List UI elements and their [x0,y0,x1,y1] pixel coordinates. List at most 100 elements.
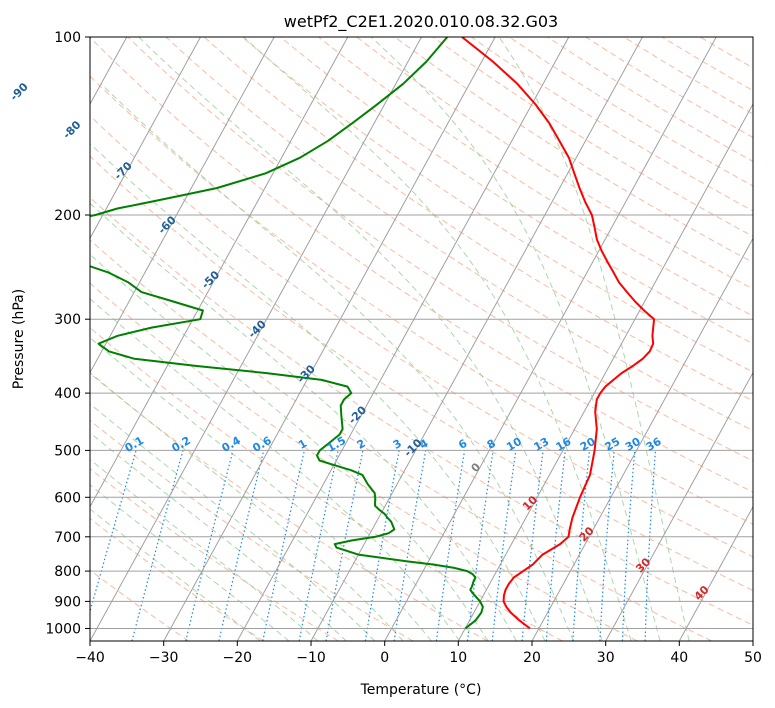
mixing-ratio-line [545,450,566,641]
mixing-ratio-line [393,450,427,641]
plot-frame [89,36,754,642]
dry-adiabat [356,37,753,290]
isotherm-gridline [531,237,753,641]
isotherm-label-lower: 30 [633,555,653,575]
temperature-profile [461,37,656,630]
isotherm-gridline [163,37,496,641]
mixing-ratio-label: 13 [532,435,552,454]
dry-adiabat [90,75,753,525]
dry-adiabat [90,37,753,493]
mixing-ratio-label: 2 [355,437,368,452]
dry-adiabat [661,37,753,92]
mixing-ratio-label: 0.1 [123,434,146,455]
moist-adiabat [138,37,603,641]
dry-adiabat [90,327,563,641]
isotherm-label: -90 [8,80,31,103]
mixing-ratio-line [185,450,234,641]
dry-adiabat [394,37,753,263]
mixing-ratio-line [466,450,494,641]
moist-adiabat [90,431,347,641]
y-tick-label: 700 [54,530,81,546]
background-lines [90,37,753,641]
dry-adiabat [318,37,753,317]
line-labels: 0.10.20.40.611.52346810131620253036-100-… [8,80,712,603]
isotherm-gridline [457,103,753,641]
x-tick-label: 10 [449,650,467,666]
isotherm-label-lower: 40 [692,583,712,603]
dry-adiabat [90,115,753,558]
y-tick-label: 900 [54,594,81,610]
dry-adiabat [623,37,753,115]
isotherm-gridline [310,37,643,641]
y-tick-label: 300 [54,312,81,328]
mixing-ratio-line [491,450,517,641]
x-tick-label: 50 [744,650,762,666]
mixing-ratio-line [521,450,544,641]
x-tick-label: −30 [149,650,179,666]
moist-adiabat [90,202,517,641]
isotherm-gridline [236,37,570,641]
moist-adiabat [90,298,461,641]
isotherm-gridline [752,639,753,641]
dry-adiabat [90,569,190,641]
mixing-ratio-line [90,450,137,614]
mixing-ratio-label: 16 [554,435,574,454]
y-tick-label: 400 [54,386,81,402]
dry-adiabat [90,282,638,641]
mixing-ratio-label: 0.4 [220,434,244,455]
x-tick-label: −20 [223,650,253,666]
isotherm-label: -80 [60,118,83,141]
x-tick-label: 0 [380,650,389,666]
isotherm-gridline [384,37,717,641]
dry-adiabat [241,37,753,373]
dry-adiabat [90,468,339,641]
dry-adiabat [90,372,488,641]
y-tick-label: 100 [54,30,81,46]
y-axis-label: Pressure (hPa) [11,289,27,389]
dry-adiabat [699,37,753,69]
moist-adiabat [90,458,319,641]
chart-title: wetPf2_C2E1.2020.010.08.32.G03 [284,12,558,32]
moist-adiabat [498,37,690,641]
x-axis: −40 −30 −20 −10 0 10 20 30 40 50 [75,641,762,666]
isotherm-gridline [90,37,349,508]
moist-adiabat [90,484,290,641]
y-tick-label: 600 [54,490,81,506]
mixing-ratio-line [131,450,184,641]
isotherm-gridline [605,371,753,641]
x-tick-label: 40 [670,650,688,666]
dry-adiabat [585,37,753,139]
dry-adiabat [90,155,753,592]
dry-adiabat [90,517,264,641]
mixing-ratio-label: 30 [623,435,643,454]
x-tick-label: 20 [523,650,541,666]
isotherm-gridline [90,37,201,240]
mixing-ratio-label: 25 [603,435,623,454]
dry-adiabat [203,37,753,402]
dewpoint-profile [90,37,484,630]
y-tick-label: 800 [54,564,81,580]
series-layer [90,37,656,630]
mixing-ratio-label: 10 [504,435,524,454]
dry-adiabat [90,239,712,641]
moist-adiabat [243,37,632,641]
dry-adiabat [280,37,753,345]
moist-adiabat [100,83,575,641]
isotherm-label-lower: 0 [469,460,484,475]
mixing-ratio-line [435,450,466,641]
x-tick-label: −10 [296,650,326,666]
isotherm-gridline [678,505,753,641]
x-tick-label: 30 [597,650,615,666]
mixing-ratio-label: 6 [456,437,469,452]
y-tick-label: 200 [54,208,81,224]
x-axis-label: Temperature (°C) [360,682,482,698]
isotherm-gridline [90,37,422,641]
mixing-ratio-label: 0.6 [250,434,274,455]
y-tick-label: 500 [54,443,81,459]
moist-adiabat [90,253,489,641]
moist-adiabat [90,508,261,641]
dry-adiabat [90,196,753,626]
mixing-ratio-label: 1.5 [325,434,348,455]
mixing-ratio-line [218,450,265,641]
